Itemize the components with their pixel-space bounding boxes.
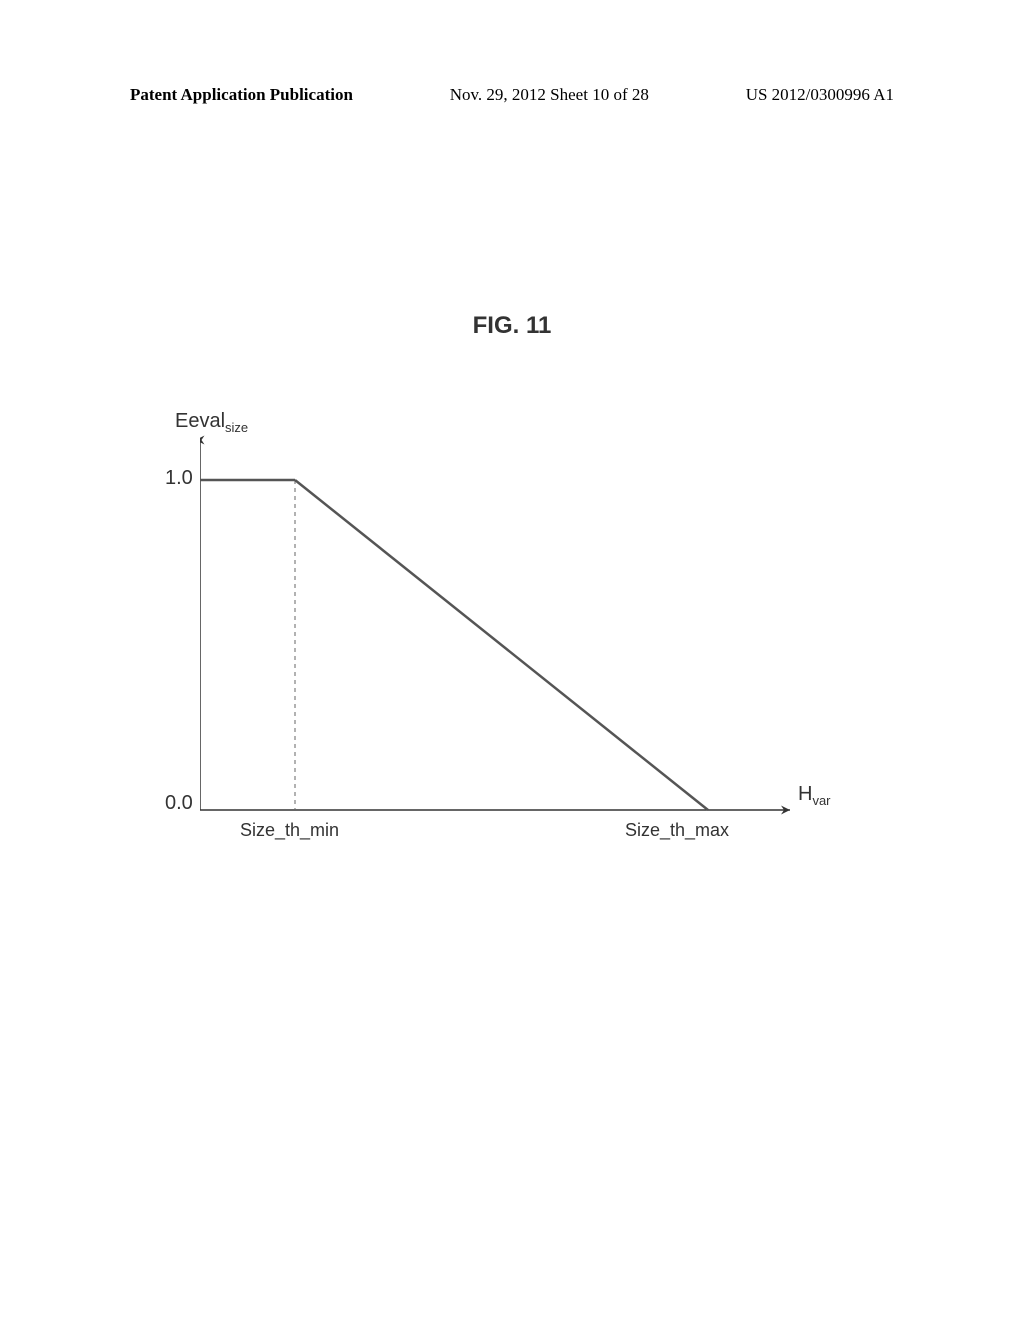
descending-line [295,480,708,810]
page-header: Patent Application Publication Nov. 29, … [0,85,1024,105]
y-axis-label: Eevalsize [175,410,248,435]
x-axis-label-sub: var [812,793,830,808]
chart-svg [200,425,850,855]
chart-container: Eevalsize 1.0 0.0 Size_th_min Size_th_ma… [200,425,850,855]
x-tick-min: Size_th_min [240,820,339,841]
x-tick-max: Size_th_max [625,820,729,841]
y-tick-min: 0.0 [165,792,193,815]
y-tick-max: 1.0 [165,467,193,490]
x-axis-label: Hvar [798,783,831,808]
y-axis-label-text: Eeval [175,410,225,432]
publication-label: Patent Application Publication [130,85,353,105]
figure-title: FIG. 11 [473,312,552,340]
x-axis-label-text: H [798,783,812,805]
date-sheet-label: Nov. 29, 2012 Sheet 10 of 28 [450,85,649,105]
y-axis-label-sub: size [225,420,248,435]
patent-number: US 2012/0300996 A1 [746,85,894,105]
